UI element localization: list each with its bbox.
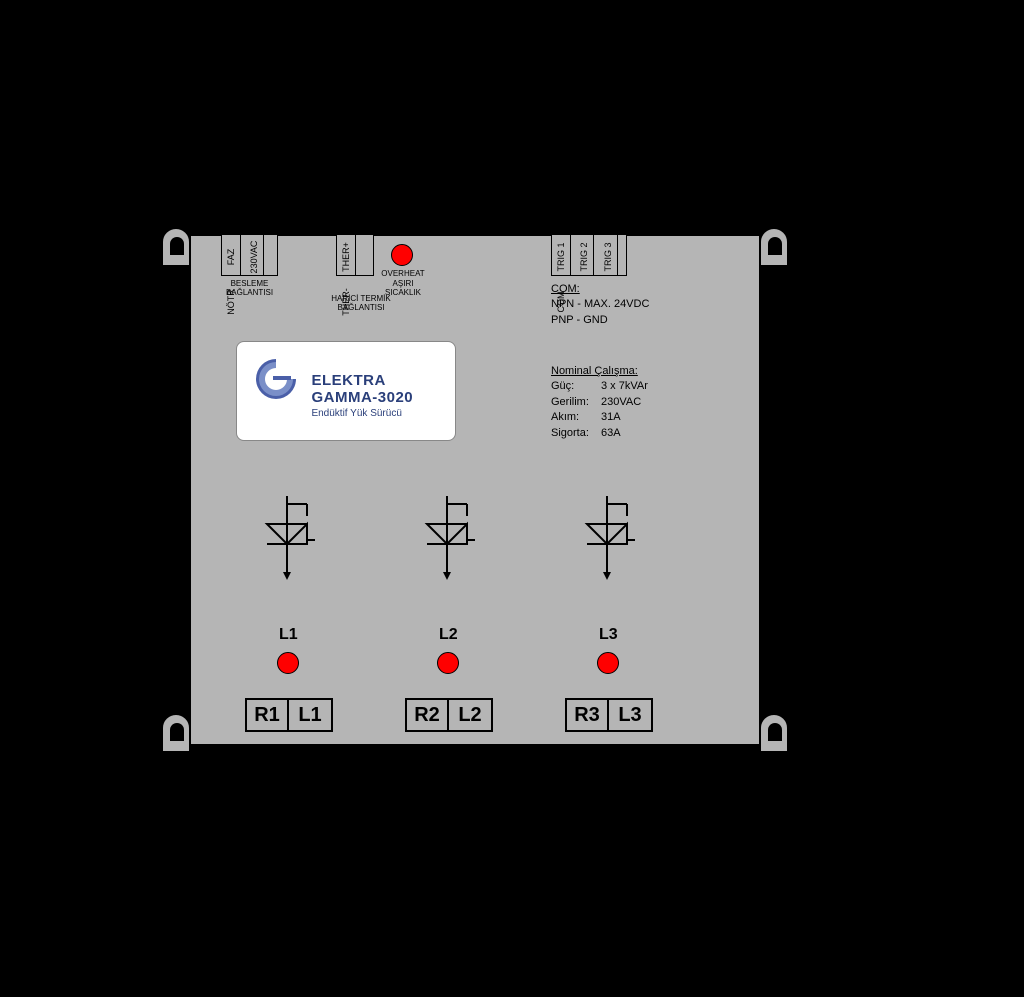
channel-label-l1: L1 (279, 626, 298, 644)
logo-brand: ELEKTRA (311, 372, 413, 389)
channel-led-l1 (277, 652, 299, 674)
overheat-led-icon (391, 244, 413, 266)
trig-pin-2: TRIG 2 (579, 237, 589, 277)
power-terminal-label: BESLEME BAĞLANTISI (217, 279, 282, 297)
com-header: COM: (551, 282, 649, 297)
nominal-row-3-v: 63A (601, 427, 621, 439)
nominal-row-3-k: Sigorta: (551, 426, 601, 441)
nominal-row-1-k: Gerilim: (551, 395, 601, 410)
mount-tab-tl (162, 228, 190, 266)
terminal-r1: R1 (245, 698, 289, 732)
logo-model: GAMMA-3020 (311, 389, 413, 406)
triac-symbol-l1 (257, 496, 307, 576)
trig-pin-3: TRIG 3 (603, 237, 613, 277)
nominal-row-2-v: 31A (601, 411, 621, 423)
nominal-row-1-v: 230VAC (601, 396, 641, 408)
terminal-r3: R3 (565, 698, 609, 732)
triac-symbol-l2 (417, 496, 467, 576)
terminal-l2: L2 (449, 698, 493, 732)
mount-tab-tr (760, 228, 788, 266)
com-line-1: NPN - MAX. 24VDC (551, 297, 649, 312)
thermal-terminal-label: HARİCİ TERMİK BAĞLANTISI (321, 294, 401, 312)
thermal-pin-plus: THER+ (341, 237, 351, 277)
bottom-terminal-group-2: R2 L2 (405, 698, 493, 732)
thermal-terminal-block: THER+ THER- (336, 234, 374, 276)
channel-led-l3 (597, 652, 619, 674)
logo-box: ELEKTRA GAMMA-3020 Endüktif Yük Sürücü (236, 341, 456, 441)
channel-label-l3: L3 (599, 626, 618, 644)
power-pin-230vac: 230VAC (249, 237, 259, 277)
power-terminal-block: FAZ 230VAC NÖTR (221, 234, 278, 276)
mount-tab-br (760, 714, 788, 752)
terminal-l3: L3 (609, 698, 653, 732)
nominal-header: Nominal Çalışma: (551, 364, 648, 379)
trig-terminal-block: TRIG 1 TRIG 2 TRIG 3 COM (551, 234, 627, 276)
logo-subtitle: Endüktif Yük Sürücü (311, 408, 413, 419)
power-pin-faz: FAZ (226, 237, 236, 277)
nominal-row-2-k: Akım: (551, 410, 601, 425)
terminal-l1: L1 (289, 698, 333, 732)
logo-icon (251, 354, 301, 404)
nominal-row-0-v: 3 x 7kVAr (601, 380, 648, 392)
terminal-r2: R2 (405, 698, 449, 732)
mount-tab-bl (162, 714, 190, 752)
channel-led-l2 (437, 652, 459, 674)
com-line-2: PNP - GND (551, 313, 649, 328)
device-panel: FAZ 230VAC NÖTR BESLEME BAĞLANTISI THER+… (190, 235, 760, 745)
nominal-row-0-k: Güç: (551, 379, 601, 394)
trig-pin-1: TRIG 1 (556, 237, 566, 277)
channel-label-l2: L2 (439, 626, 458, 644)
triac-symbol-l3 (577, 496, 627, 576)
overheat-label-en: OVERHEAT (381, 269, 425, 278)
bottom-terminal-group-1: R1 L1 (245, 698, 333, 732)
com-info: COM: NPN - MAX. 24VDC PNP - GND (551, 282, 649, 328)
nominal-info: Nominal Çalışma: Güç:3 x 7kVAr Gerilim:2… (551, 364, 648, 441)
bottom-terminal-group-3: R3 L3 (565, 698, 653, 732)
